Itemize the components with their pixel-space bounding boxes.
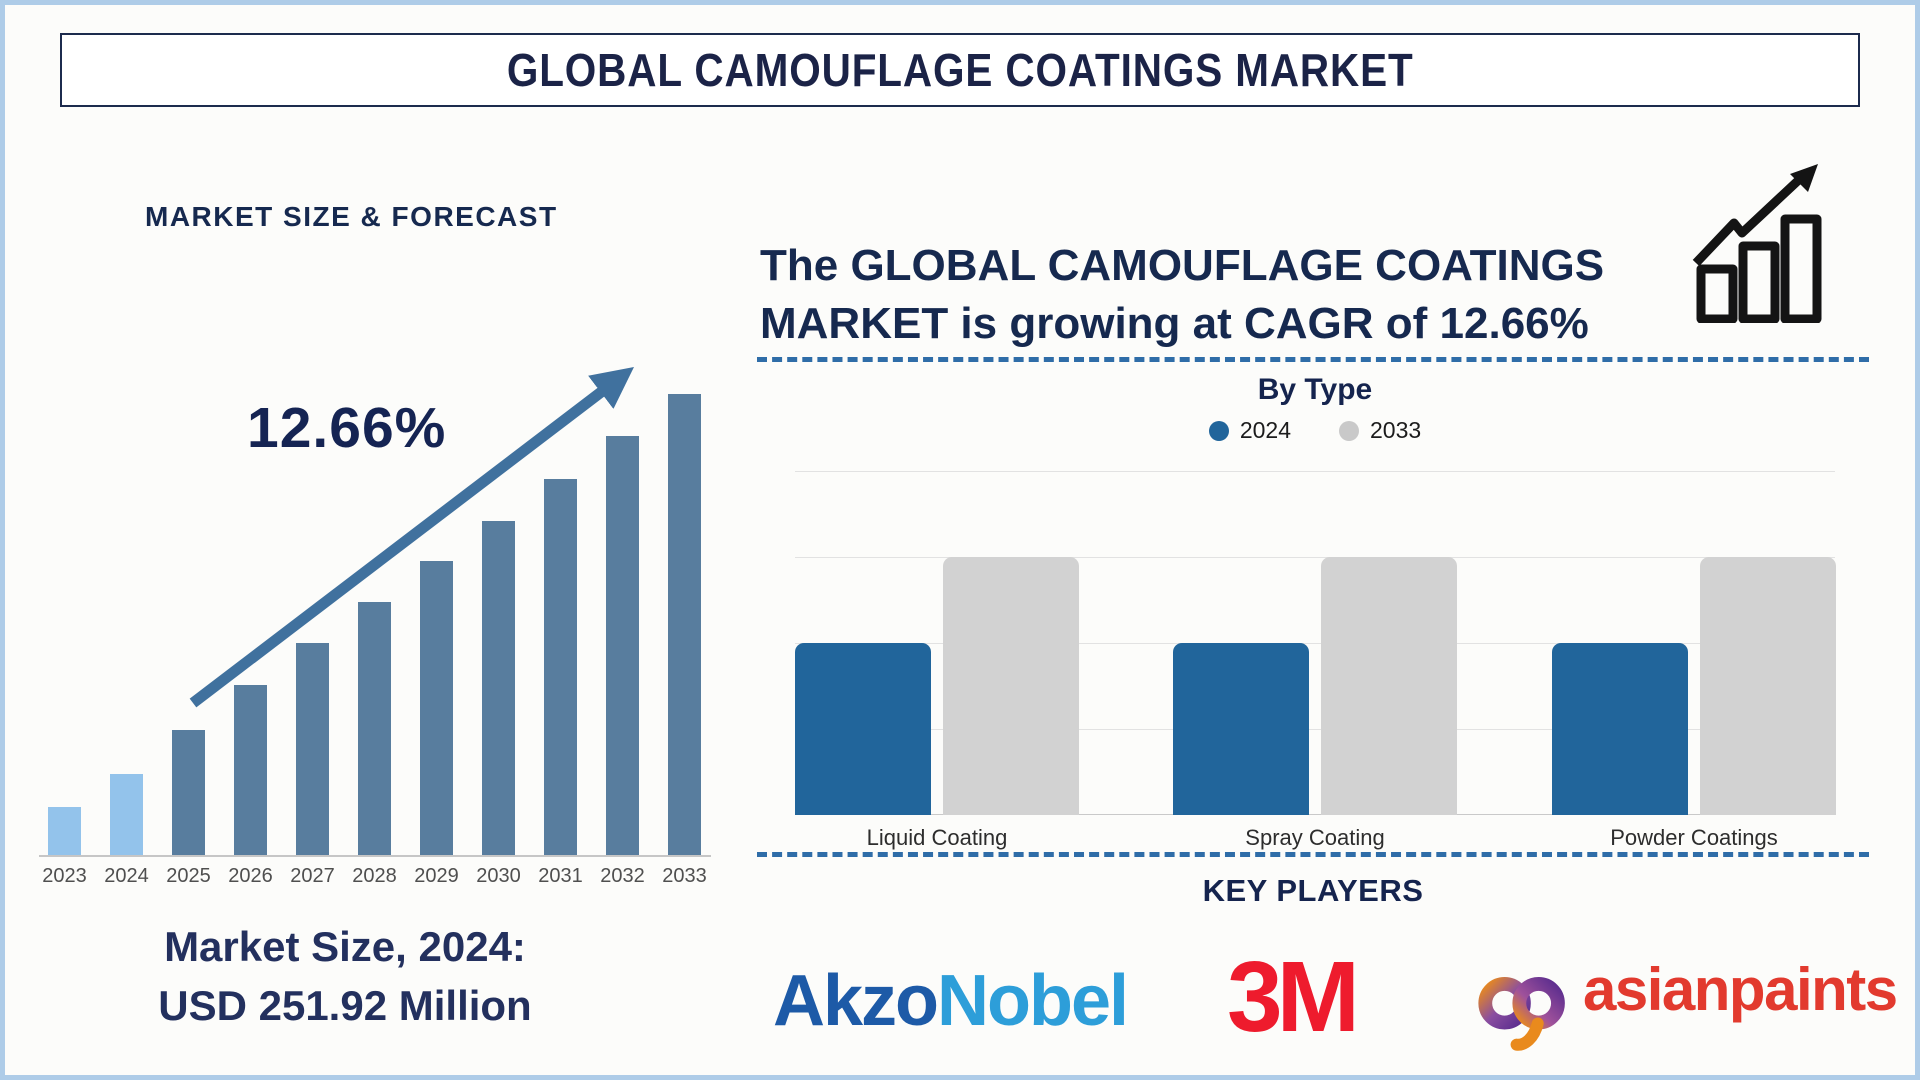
forecast-year-label-2032: 2032 <box>600 865 645 887</box>
forecast-year-label-2030: 2030 <box>476 865 521 887</box>
forecast-year-label-2025: 2025 <box>166 865 211 887</box>
bytype-group-liquid-coating <box>795 471 1079 815</box>
forecast-year-label-2024: 2024 <box>104 865 149 887</box>
market-size-line1: Market Size, 2024: <box>164 923 526 970</box>
dashed-divider-bottom <box>757 852 1869 857</box>
bytype-axis-line <box>795 814 1835 815</box>
bytype-bar-2024-1 <box>795 643 931 815</box>
forecast-bar-2023 <box>48 807 81 855</box>
bytype-bar-2024-3 <box>1552 643 1688 815</box>
gridline <box>795 729 1835 730</box>
market-size-callout: Market Size, 2024: USD 251.92 Million <box>65 917 625 1035</box>
forecast-year-label-2023: 2023 <box>42 865 87 887</box>
legend-label-2024: 2024 <box>1239 417 1291 443</box>
bytype-bar-2033-2 <box>1321 557 1457 815</box>
forecast-year-label-2029: 2029 <box>414 865 459 887</box>
forecast-bar-2032 <box>606 436 639 855</box>
forecast-bar-2033 <box>668 394 701 855</box>
arrowhead <box>1790 164 1818 192</box>
forecast-bar-2026 <box>234 685 267 855</box>
key-players-heading: KEY PLAYERS <box>1202 873 1424 908</box>
cagr-headline-line2: MARKET is growing at CAGR of 12.66% <box>760 299 1589 348</box>
forecast-year-label-2027: 2027 <box>290 865 335 887</box>
forecast-year-label-2031: 2031 <box>538 865 583 887</box>
legend-item-2024: 2024 <box>1208 417 1291 444</box>
gridline <box>795 557 1835 558</box>
akzonobel-logo: AkzoNobel <box>773 960 1129 1042</box>
trend-arrow-icon <box>189 367 634 708</box>
bytype-chart-title: By Type <box>1257 373 1373 406</box>
growth-chart-icon <box>1692 164 1822 323</box>
threem-logo: 3M <box>1227 941 1360 1053</box>
bytype-legend: 2024 2033 <box>795 417 1835 444</box>
forecast-bar-2024 <box>110 774 143 855</box>
bytype-bar-2033-1 <box>943 557 1079 815</box>
bytype-group-spray-coating <box>1173 471 1457 815</box>
category-label-powder: Powder Coatings <box>1610 825 1778 850</box>
bytype-bar-2024-2 <box>1173 643 1309 815</box>
forecast-bars <box>48 393 701 855</box>
forecast-year-label-2028: 2028 <box>352 865 397 887</box>
akzonobel-logo-part1: Akzo <box>773 961 939 1041</box>
forecast-bar-2030 <box>482 521 515 855</box>
title-box: GLOBAL CAMOUFLAGE COATINGS MARKET <box>60 33 1860 107</box>
forecast-year-label-2033: 2033 <box>662 865 707 887</box>
bytype-category-labels: Liquid Coating Spray Coating Powder Coat… <box>795 825 1835 851</box>
page-title: GLOBAL CAMOUFLAGE COATINGS MARKET <box>506 44 1414 96</box>
market-size-forecast-heading: MARKET SIZE & FORECAST <box>145 201 558 232</box>
bytype-group-powder-coatings <box>1552 471 1836 815</box>
akzonobel-logo-part2: Nobel <box>937 961 1129 1041</box>
legend-dot-2024 <box>1208 420 1229 441</box>
gridline <box>795 471 1835 472</box>
asianpaints-ap-icon <box>1478 977 1565 1051</box>
market-size-line2: USD 251.92 Million <box>158 982 532 1029</box>
forecast-year-label-2026: 2026 <box>228 865 273 887</box>
asianpaints-logo-text: asianpaints <box>1583 956 1898 1023</box>
legend-item-2033: 2033 <box>1339 417 1421 444</box>
cagr-annotation: 12.66% <box>247 396 447 460</box>
legend-dot-2033 <box>1339 420 1359 441</box>
bytype-bar-2033-3 <box>1700 557 1836 815</box>
forecast-axis-line <box>39 855 711 857</box>
category-label-liquid: Liquid Coating <box>866 825 1008 850</box>
cagr-headline-line1: The GLOBAL CAMOUFLAGE COATINGS <box>760 241 1605 290</box>
forecast-bar-2028 <box>358 602 391 855</box>
forecast-bar-2025 <box>172 730 205 855</box>
cagr-headline: The GLOBAL CAMOUFLAGE COATINGS MARKET is… <box>760 237 1720 353</box>
forecast-years: 2023 2024 2025 2026 2027 2028 2029 2030 2031 2032… <box>42 865 707 888</box>
dashed-divider-top <box>757 357 1869 362</box>
forecast-bar-2031 <box>544 479 577 855</box>
category-label-spray: Spray Coating <box>1245 825 1385 850</box>
forecast-bar-2027 <box>296 643 329 855</box>
bytype-plot <box>795 471 1836 815</box>
gridline <box>795 643 1835 644</box>
legend-label-2033: 2033 <box>1370 417 1422 443</box>
forecast-bar-2029 <box>420 561 453 855</box>
